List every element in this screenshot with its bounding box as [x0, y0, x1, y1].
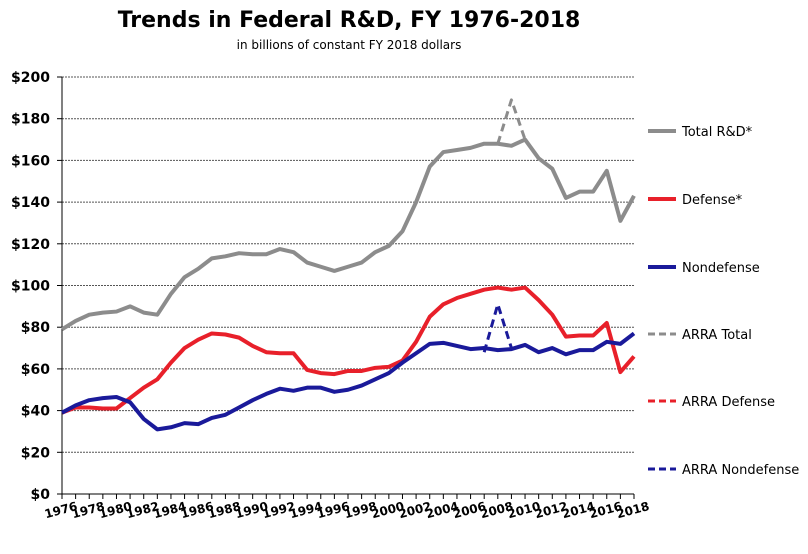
series-line-defense- [61, 285, 636, 415]
legend-label: ARRA Nondefense [682, 463, 799, 478]
y-tick-label: $60 [21, 362, 50, 378]
legend-label: ARRA Total [682, 328, 752, 343]
y-tick-label: $20 [21, 445, 50, 461]
y-tick-label: $80 [21, 320, 50, 336]
y-tick-label: $100 [11, 279, 50, 295]
series-line-nondefense [61, 331, 636, 432]
legend-label: Total R&D* [681, 125, 753, 140]
series-line-arra-total [496, 98, 527, 145]
legend-label: Nondefense [682, 261, 760, 276]
y-tick-label: $200 [11, 70, 50, 86]
y-tick-label: $0 [31, 487, 51, 503]
y-tick-label: $140 [11, 195, 50, 211]
y-tick-label: $180 [11, 112, 50, 128]
legend-label: Defense* [682, 193, 743, 208]
series-line-arra-nondefense [482, 302, 513, 353]
y-tick-label: $120 [11, 237, 50, 253]
chart-subtitle: in billions of constant FY 2018 dollars [236, 38, 462, 52]
legend-label: ARRA Defense [682, 395, 775, 410]
chart-title: Trends in Federal R&D, FY 1976-2018 [117, 8, 581, 33]
y-tick-label: $40 [21, 404, 50, 420]
series-line-total-r-d- [60, 137, 636, 331]
y-tick-label: $160 [11, 153, 50, 169]
